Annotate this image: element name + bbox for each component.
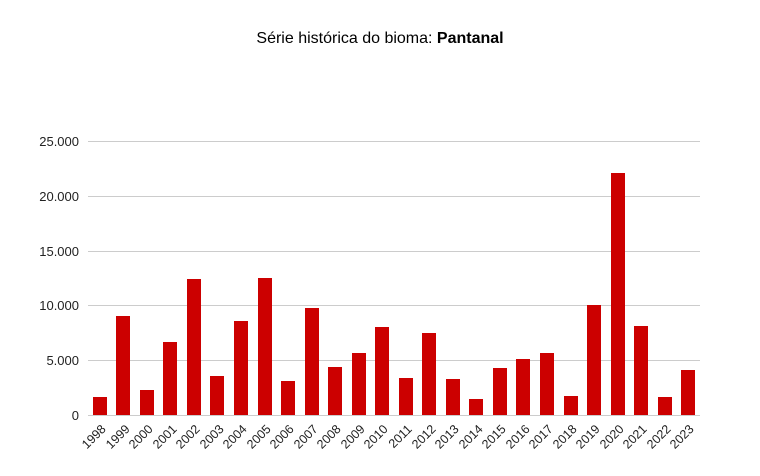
x-tick-label: 2013 [432, 422, 462, 452]
gridline [88, 415, 700, 416]
bar-2016[interactable] [516, 359, 531, 415]
bar-2013[interactable] [445, 378, 460, 415]
x-tick-label: 2012 [408, 422, 439, 452]
bar-2012[interactable] [422, 332, 437, 415]
y-tick-label: 15.000 [39, 243, 79, 259]
bar-2010[interactable] [375, 327, 390, 415]
x-tick-label: 2000 [126, 422, 156, 452]
chart-title-prefix: Série histórica do bioma: [256, 30, 437, 47]
x-tick-label: 2008 [314, 422, 345, 452]
chart-title: Série histórica do bioma: Pantanal [0, 30, 760, 48]
bar-2021[interactable] [634, 326, 649, 415]
y-tick-label: 10.000 [39, 298, 79, 314]
x-tick-label: 2004 [220, 422, 250, 452]
x-tick-label: 2001 [149, 422, 180, 452]
x-tick-label: 2002 [173, 422, 203, 452]
x-tick-label: 2017 [526, 422, 556, 452]
x-tick-label: 2010 [361, 422, 392, 452]
bar-1998[interactable] [92, 397, 107, 415]
bar-2009[interactable] [351, 352, 366, 415]
bar-2008[interactable] [328, 366, 343, 415]
bar-2018[interactable] [563, 396, 578, 415]
x-tick-label: 1998 [79, 422, 109, 452]
bar-2002[interactable] [186, 279, 201, 415]
x-tick-label: 2003 [196, 422, 227, 452]
x-tick-label: 2014 [455, 422, 486, 452]
y-tick-label: 5.000 [46, 353, 79, 369]
x-tick-label: 2005 [243, 422, 274, 452]
bar-2020[interactable] [610, 172, 625, 415]
x-tick-label: 2021 [620, 422, 651, 452]
x-tick-label: 2009 [338, 422, 368, 452]
x-tick-label: 2023 [667, 422, 698, 452]
gridline [88, 250, 700, 252]
gridline [88, 360, 700, 362]
x-tick-label: 2015 [479, 422, 509, 452]
x-tick-label: 2019 [573, 422, 603, 452]
y-tick-label: 25.000 [39, 134, 79, 149]
bar-2019[interactable] [587, 305, 602, 415]
x-tick-label: 2007 [290, 422, 321, 452]
x-tick-label: 2011 [385, 422, 415, 451]
bar-2022[interactable] [657, 397, 672, 415]
x-tick-label: 2016 [502, 422, 533, 452]
chart-title-biome: Pantanal [436, 30, 504, 47]
gridline [88, 141, 700, 142]
x-tick-label: 2006 [267, 422, 297, 452]
bar-2023[interactable] [681, 370, 696, 415]
bar-2015[interactable] [492, 367, 507, 415]
bar-2011[interactable] [398, 377, 413, 415]
bar-2006[interactable] [281, 381, 296, 415]
bar-2001[interactable] [163, 341, 178, 415]
y-tick-label: 0 [71, 408, 79, 423]
bar-2004[interactable] [234, 320, 248, 415]
bar-2007[interactable] [304, 307, 319, 415]
x-tick-label: 2022 [644, 422, 674, 452]
y-tick-label: 20.000 [39, 188, 79, 204]
x-tick-label: 1999 [102, 422, 133, 452]
bar-1999[interactable] [116, 316, 131, 415]
x-tick-label: 2018 [549, 422, 580, 452]
bar-2000[interactable] [139, 389, 154, 415]
gridline [88, 305, 700, 307]
bar-2014[interactable] [469, 398, 484, 415]
x-tick-label: 2020 [596, 422, 627, 452]
bar-2017[interactable] [540, 352, 554, 415]
gridline [88, 195, 700, 197]
bar-2003[interactable] [210, 375, 225, 415]
bar-2005[interactable] [257, 278, 272, 415]
